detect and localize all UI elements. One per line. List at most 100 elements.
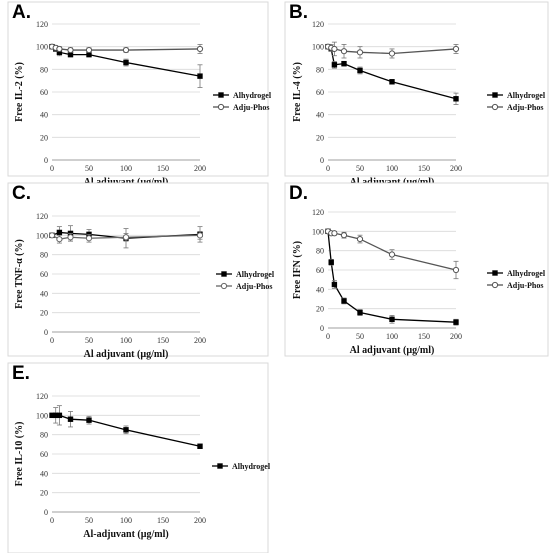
data-point xyxy=(389,79,395,85)
chart-panel-4: D. 0 20 40 60 80 100 120 0 50 100 150 200 Al adjuvant… xyxy=(284,182,549,357)
series-1 xyxy=(49,405,203,449)
x-tick-label: 150 xyxy=(157,164,169,173)
x-tick-label: 100 xyxy=(386,164,398,173)
y-tick-label: 40 xyxy=(316,111,324,120)
legend-marker xyxy=(220,282,228,290)
y-tick-label: 80 xyxy=(40,251,48,260)
legend-entry: Adju-Phos xyxy=(507,281,543,290)
x-tick-label: 150 xyxy=(418,332,430,341)
chart-panel-3: C. 0 20 40 60 80 100 120 0 50 100 150 200 Al adjuvant… xyxy=(7,182,275,360)
y-tick-label: 120 xyxy=(36,212,48,221)
y-tick-label: 40 xyxy=(316,285,324,294)
x-tick-label: 50 xyxy=(85,164,93,173)
y-tick-label: 20 xyxy=(316,305,324,314)
data-point xyxy=(56,412,63,419)
y-tick-label: 100 xyxy=(36,43,48,52)
panel-label: B. xyxy=(289,2,308,23)
data-point xyxy=(196,232,204,239)
y-tick-label: 40 xyxy=(40,289,48,298)
data-point xyxy=(331,45,338,53)
data-point xyxy=(197,73,203,79)
series-2 xyxy=(324,228,460,280)
x-tick-label: 150 xyxy=(157,516,169,525)
x-tick-label: 0 xyxy=(50,164,54,173)
x-tick-label: 0 xyxy=(326,164,330,173)
y-tick-label: 0 xyxy=(44,508,48,517)
data-point xyxy=(122,234,130,241)
x-tick-label: 200 xyxy=(450,332,462,341)
data-point xyxy=(341,298,347,304)
x-tick-label: 0 xyxy=(50,516,54,525)
y-tick-label: 60 xyxy=(40,88,48,97)
legend-marker xyxy=(492,270,498,276)
chart-panel-5: E. 0 20 40 60 80 100 120 0 50 100 150 200 Al-adjuvant… xyxy=(7,362,271,553)
data-point xyxy=(85,46,93,54)
data-point xyxy=(340,232,348,239)
x-tick-label: 100 xyxy=(120,336,132,345)
legend-marker xyxy=(492,92,498,98)
x-tick-label: 150 xyxy=(157,336,169,345)
data-point xyxy=(453,319,459,325)
x-tick-label: 100 xyxy=(120,164,132,173)
y-tick-label: 20 xyxy=(40,133,48,142)
x-tick-label: 0 xyxy=(326,332,330,341)
y-tick-label: 100 xyxy=(36,231,48,240)
x-tick-label: 50 xyxy=(85,336,93,345)
y-axis-label: Free IL-4 (%) xyxy=(292,62,303,122)
data-point xyxy=(331,230,338,237)
data-point xyxy=(85,235,93,242)
y-axis-label: Free IL-2 (%) xyxy=(14,62,25,122)
y-tick-label: 80 xyxy=(316,247,324,256)
legend-marker xyxy=(221,271,227,277)
legend-marker xyxy=(491,281,499,289)
y-axis-label: Free IL-10 (%) xyxy=(14,422,25,487)
data-point xyxy=(357,67,363,74)
data-point xyxy=(123,59,129,66)
data-point xyxy=(328,259,334,265)
y-tick-label: 0 xyxy=(320,324,324,333)
data-point xyxy=(56,236,63,243)
y-tick-label: 60 xyxy=(40,270,48,279)
series-2 xyxy=(48,231,204,244)
x-tick-label: 150 xyxy=(418,164,430,173)
x-axis-label: Al adjuvant (µg/ml) xyxy=(84,349,169,360)
data-point xyxy=(453,96,459,102)
y-tick-label: 100 xyxy=(312,227,324,236)
x-tick-label: 0 xyxy=(50,336,54,345)
x-tick-label: 200 xyxy=(450,164,462,173)
legend-marker xyxy=(217,463,223,469)
y-tick-label: 60 xyxy=(316,266,324,275)
legend-marker xyxy=(217,103,225,111)
legend-entry: Alhydrogel xyxy=(507,91,546,100)
legend-marker xyxy=(491,103,499,111)
legend-entry: Alhydrogel xyxy=(236,270,275,279)
y-tick-label: 40 xyxy=(40,111,48,120)
panel-label: E. xyxy=(12,363,30,384)
legend-entry: Alhydrogel xyxy=(507,269,546,278)
panel-label: A. xyxy=(12,2,31,23)
data-point xyxy=(196,45,204,53)
legend-entry: Adju-Phos xyxy=(507,103,543,112)
panel-frame xyxy=(7,1,269,177)
y-tick-label: 120 xyxy=(36,20,48,29)
series-2 xyxy=(324,41,460,59)
legend-marker xyxy=(218,92,224,98)
y-tick-label: 40 xyxy=(40,469,48,478)
y-tick-label: 80 xyxy=(316,65,324,74)
series-2 xyxy=(48,43,204,54)
y-tick-label: 60 xyxy=(316,88,324,97)
x-tick-label: 50 xyxy=(356,164,364,173)
y-tick-label: 20 xyxy=(40,309,48,318)
x-axis-label: Al adjuvant (µg/ml) xyxy=(350,345,435,356)
panel-label: D. xyxy=(289,183,308,204)
y-tick-label: 0 xyxy=(320,156,324,165)
data-point xyxy=(388,50,396,57)
y-tick-label: 100 xyxy=(312,43,324,52)
data-point xyxy=(123,427,129,433)
data-point xyxy=(331,281,338,288)
x-tick-label: 100 xyxy=(120,516,132,525)
panel-frame xyxy=(7,362,269,553)
